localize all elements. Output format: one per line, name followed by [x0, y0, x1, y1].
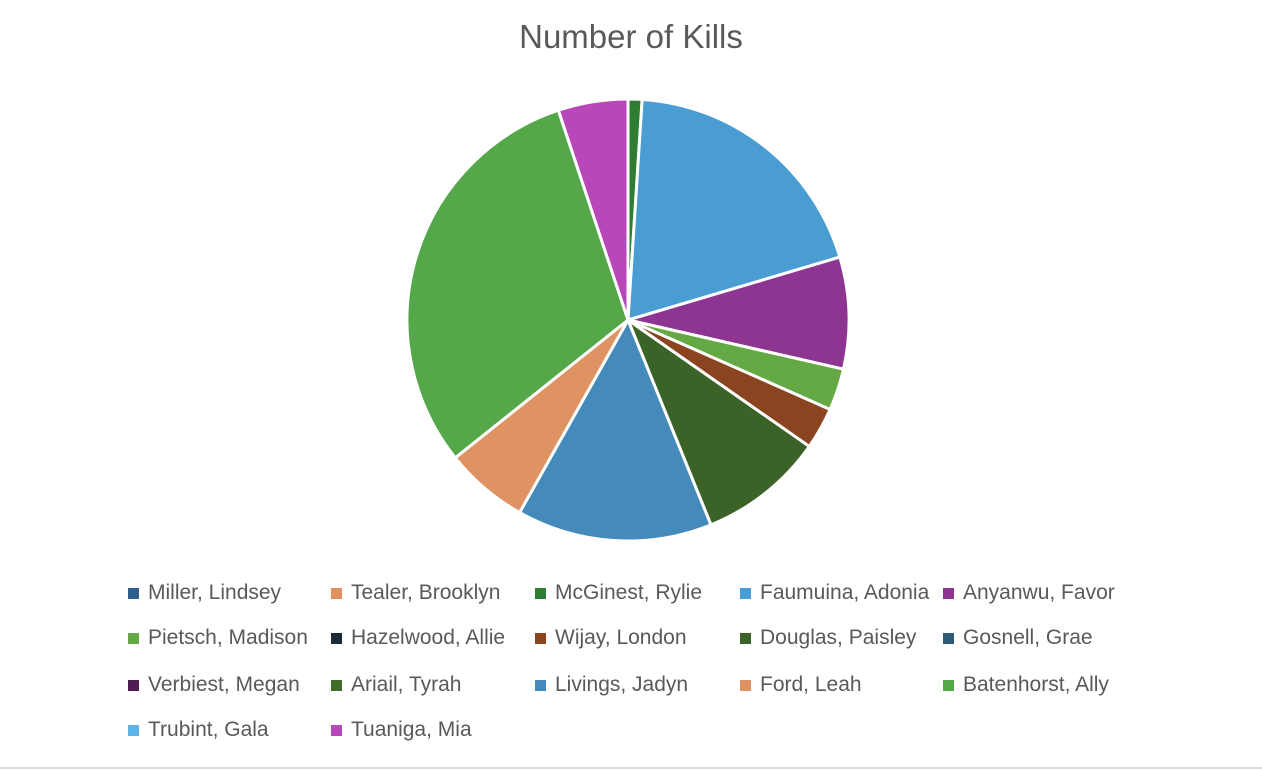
legend-item: Trubint, Gala — [128, 715, 269, 745]
legend-label: Hazelwood, Allie — [351, 626, 506, 649]
legend-label: Ford, Leah — [760, 673, 862, 696]
legend-item: Batenhorst, Ally — [943, 670, 1109, 700]
legend-item: Wijay, London — [535, 623, 687, 653]
chart-title: Number of Kills — [519, 18, 743, 55]
legend-swatch — [535, 587, 546, 599]
legend-item: Gosnell, Grae — [943, 623, 1093, 653]
legend-swatch — [331, 679, 342, 691]
legend-item: Tealer, Brooklyn — [331, 578, 500, 608]
legend-item: Miller, Lindsey — [128, 578, 281, 608]
legend-label: McGinest, Rylie — [555, 581, 703, 604]
legend-item: Pietsch, Madison — [128, 623, 308, 653]
legend-label: Trubint, Gala — [148, 718, 269, 741]
legend-label: Wijay, London — [555, 626, 687, 649]
pie-slice-anyanwu-favor — [626, 255, 851, 371]
legend-item: Anyanwu, Favor — [943, 578, 1115, 608]
legend-swatch — [740, 587, 751, 599]
legend-item: Ford, Leah — [740, 670, 862, 700]
legend-swatch — [128, 632, 139, 644]
legend-swatch — [331, 587, 342, 599]
legend-label: Faumuina, Adonia — [760, 581, 930, 604]
legend-swatch — [128, 679, 139, 691]
legend-item: Hazelwood, Allie — [331, 623, 505, 653]
legend-label: Batenhorst, Ally — [963, 673, 1109, 696]
legend-label: Tuaniga, Mia — [351, 718, 472, 741]
legend-swatch — [943, 587, 954, 599]
legend-item: Tuaniga, Mia — [331, 715, 472, 745]
pie-slice-livings-jadyn — [518, 318, 713, 543]
legend-label: Douglas, Paisley — [760, 626, 917, 649]
legend-label: Anyanwu, Favor — [963, 581, 1115, 604]
legend-item: Verbiest, Megan — [128, 670, 300, 700]
legend-label: Ariail, Tyrah — [351, 673, 462, 696]
legend-label: Livings, Jadyn — [555, 673, 689, 696]
legend-item: McGinest, Rylie — [535, 578, 702, 608]
legend-swatch — [331, 724, 342, 736]
legend-swatch — [128, 724, 139, 736]
pie-slice-tuaniga-mia — [556, 97, 630, 322]
legend-swatch — [943, 632, 954, 644]
legend-item: Douglas, Paisley — [740, 623, 916, 653]
pie-slice-faumuina-adonia — [626, 97, 842, 322]
legend-label: Verbiest, Megan — [148, 673, 300, 696]
legend-item: Faumuina, Adonia — [740, 578, 929, 608]
legend-label: Gosnell, Grae — [963, 626, 1093, 649]
legend-swatch — [740, 679, 751, 691]
legend-swatch — [128, 587, 139, 599]
pie-chart — [405, 97, 851, 543]
pie-slice-douglas-paisley — [626, 318, 811, 527]
legend-item: Livings, Jadyn — [535, 670, 688, 700]
bottom-divider — [0, 767, 1262, 769]
legend-swatch — [535, 632, 546, 644]
pie-slice-batenhorst-ally — [405, 108, 630, 460]
legend-item: Ariail, Tyrah — [331, 670, 462, 700]
legend-label: Tealer, Brooklyn — [351, 581, 501, 604]
legend-label: Pietsch, Madison — [148, 626, 308, 649]
legend-label: Miller, Lindsey — [148, 581, 282, 604]
legend-swatch — [535, 679, 546, 691]
legend-swatch — [740, 632, 751, 644]
legend-swatch — [943, 679, 954, 691]
legend-swatch — [331, 632, 342, 644]
